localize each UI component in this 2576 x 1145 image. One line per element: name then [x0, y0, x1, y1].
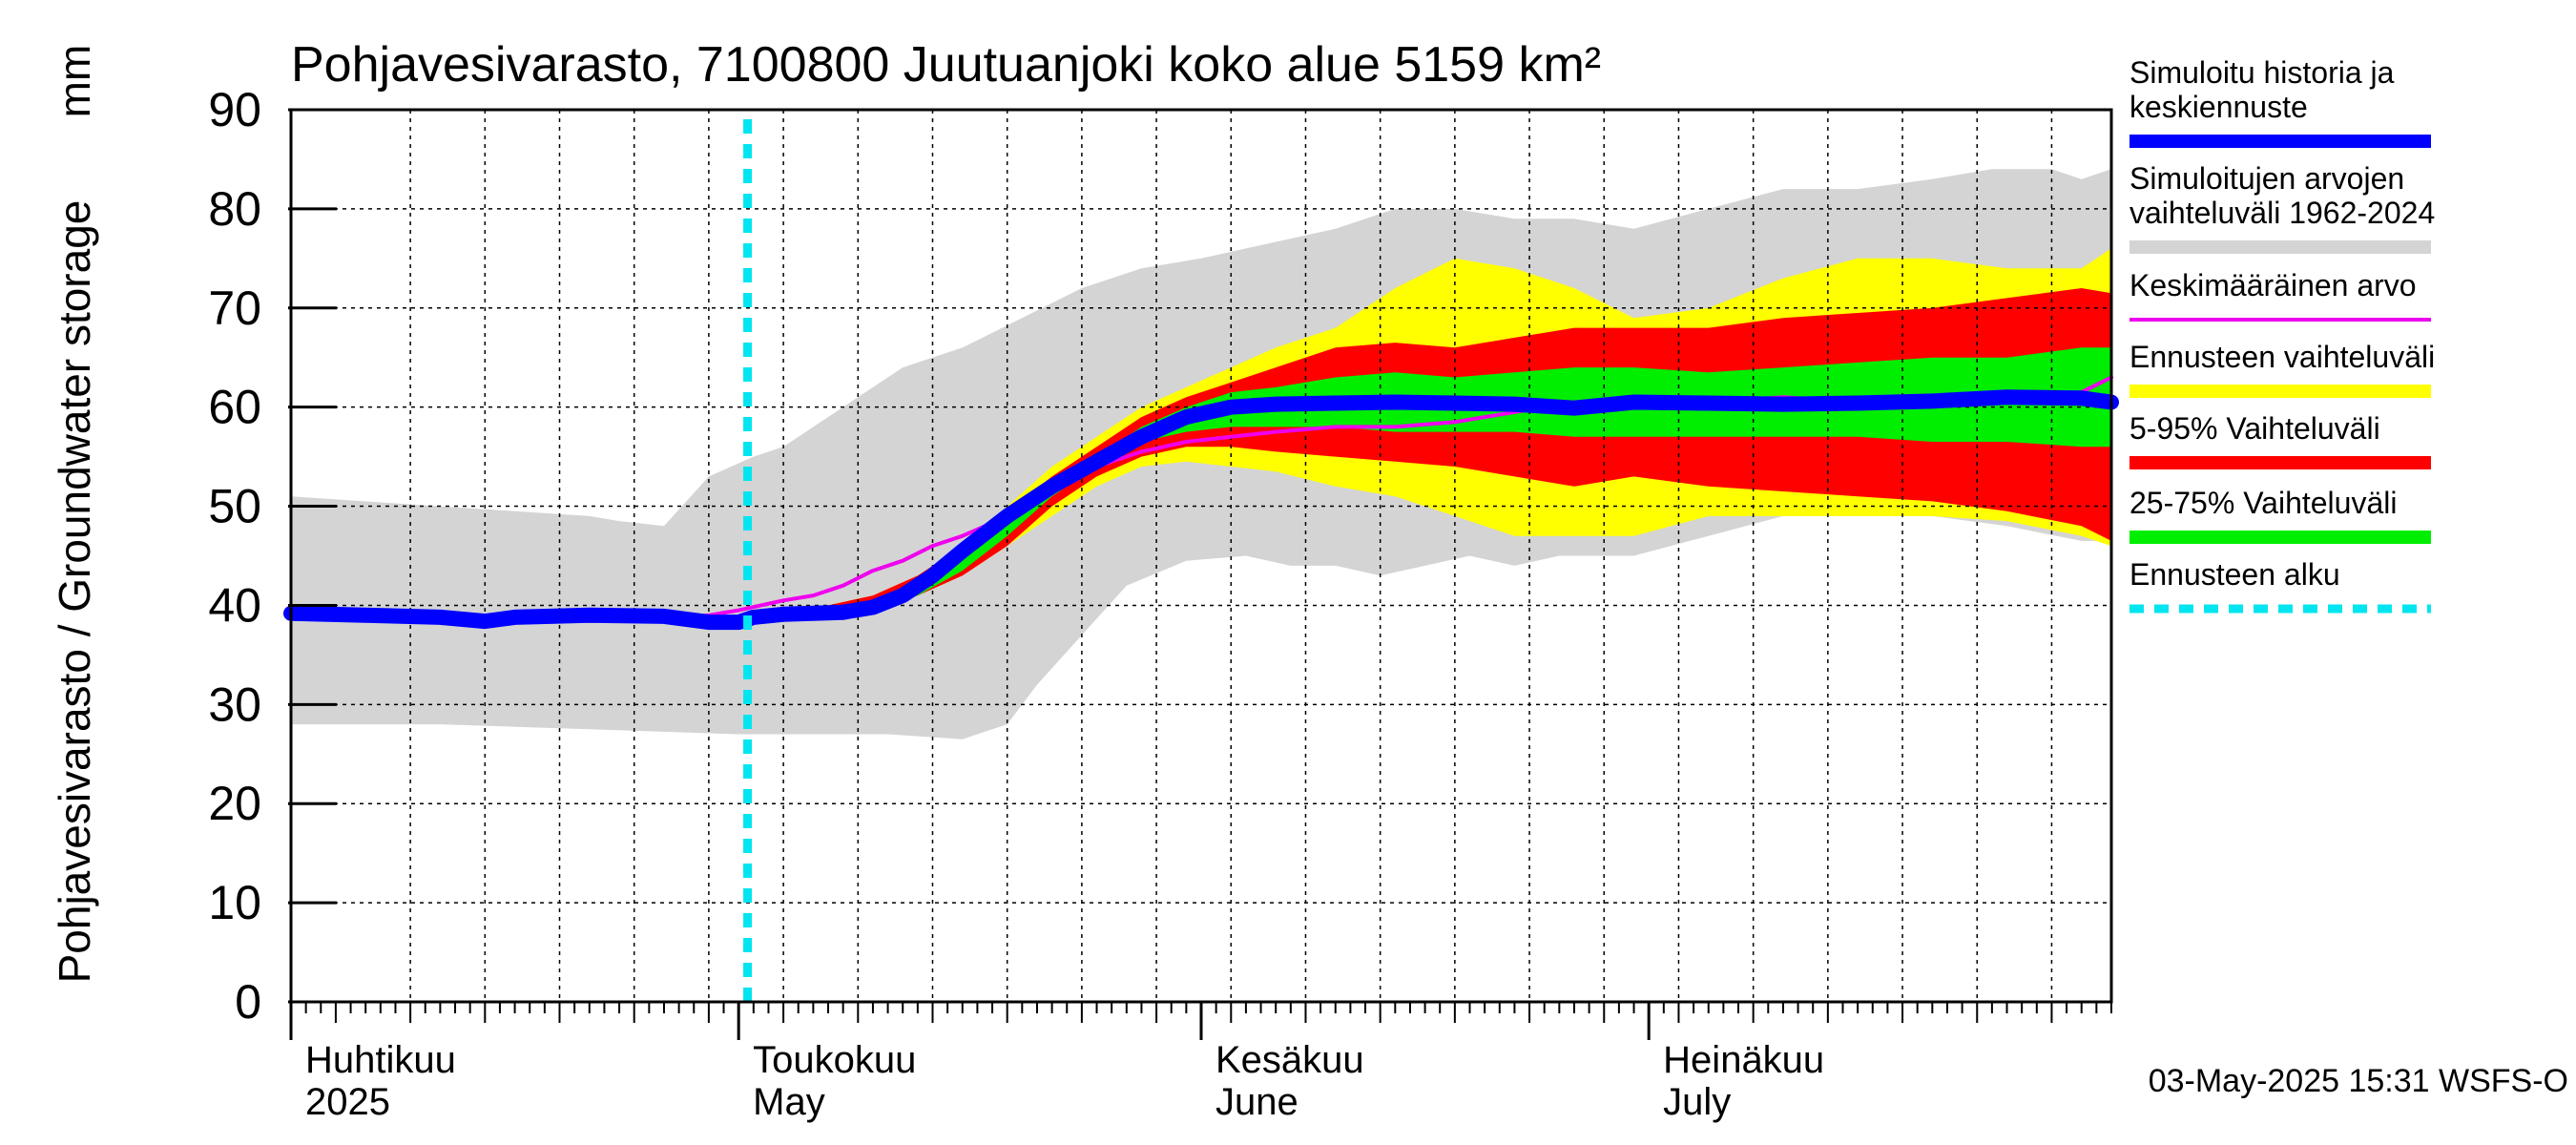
x-month-label-fi: Toukokuu: [753, 1039, 916, 1081]
legend-label: 25-75% Vaihteluväli: [2129, 486, 2397, 520]
y-tick-label: 50: [208, 480, 261, 533]
x-month-label-en: June: [1215, 1081, 1298, 1123]
legend-label: Ennusteen alku: [2129, 557, 2340, 592]
y-tick-label: 70: [208, 281, 261, 335]
x-month-label-en: 2025: [305, 1081, 390, 1123]
grid-lines: [291, 110, 2111, 1002]
legend-label: 5-95% Vaihteluväli: [2129, 411, 2380, 446]
legend-label: Simuloitu historia ja: [2129, 55, 2395, 90]
y-tick-label: 10: [208, 876, 261, 929]
y-tick-label: 20: [208, 777, 261, 830]
y-tick-label: 0: [235, 975, 261, 1029]
median-forecast-line: [283, 389, 2119, 631]
x-month-label-en: May: [753, 1081, 825, 1123]
legend-label: Ennusteen vaihteluväli: [2129, 340, 2435, 374]
legend-label: vaihteluväli 1962-2024: [2129, 196, 2435, 230]
y-tick-label: 80: [208, 182, 261, 236]
x-month-label-fi: Kesäkuu: [1215, 1039, 1364, 1081]
y-unit-label: mm: [50, 45, 99, 118]
timestamp: 03-May-2025 15:31 WSFS-O: [2149, 1063, 2568, 1099]
x-month-label-fi: Huhtikuu: [305, 1039, 456, 1081]
y-tick-label: 30: [208, 677, 261, 731]
legend-label: Simuloitujen arvojen: [2129, 161, 2404, 196]
p25-75-band: [747, 347, 2111, 618]
x-month-label-fi: Heinäkuu: [1663, 1039, 1824, 1081]
x-month-label-en: July: [1663, 1081, 1731, 1123]
legend-label: keskiennuste: [2129, 90, 2308, 124]
y-tick-label: 60: [208, 381, 261, 434]
plot-area: [283, 108, 2119, 1004]
y-axis-ticks: 0 10 20 30 40 50 60 70 80 90: [208, 83, 337, 1029]
legend-label: Keskimääräinen arvo: [2129, 268, 2417, 302]
y-tick-label: 90: [208, 83, 261, 136]
y-tick-label: 40: [208, 578, 261, 632]
chart-title: Pohjavesivarasto, 7100800 Juutuanjoki ko…: [291, 37, 1601, 93]
y-axis-label: Pohjavesivarasto / Groundwater storage: [50, 200, 99, 984]
